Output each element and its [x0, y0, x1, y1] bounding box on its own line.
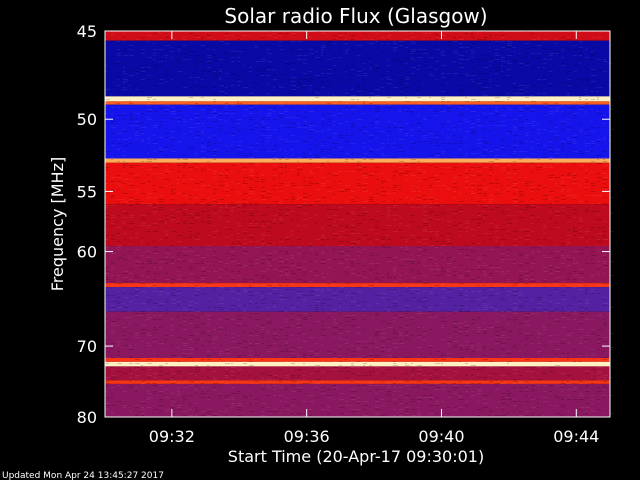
intensity-band [105, 158, 610, 163]
intensity-band [105, 204, 610, 247]
intensity-band [105, 246, 610, 284]
y-tick-label: 60 [77, 243, 97, 262]
updated-timestamp: Updated Mon Apr 24 13:45:27 2017 [2, 471, 164, 480]
plot-area [105, 31, 614, 417]
x-tick-label: 09:36 [284, 427, 330, 446]
y-tick-label: 50 [77, 110, 97, 129]
x-tick-label: 09:40 [418, 427, 464, 446]
intensity-band [105, 361, 610, 367]
intensity-band [105, 283, 610, 288]
x-axis: 09:32 09:36 09:40 09:44 [149, 31, 599, 446]
x-tick-label: 09:44 [553, 427, 599, 446]
y-axis: 45 50 55 60 70 80 [77, 22, 610, 427]
intensity-band [105, 31, 610, 41]
noise-texture [105, 31, 614, 416]
y-tick-label: 45 [77, 22, 97, 41]
intensity-band [105, 104, 610, 159]
y-tick-label: 55 [77, 182, 97, 201]
x-tick-label: 09:32 [149, 427, 195, 446]
intensity-band [105, 383, 610, 417]
y-tick-label: 70 [77, 337, 97, 356]
intensity-band [105, 358, 610, 362]
y-axis-label: Frequency [MHz] [48, 157, 67, 291]
intensity-band [105, 380, 610, 384]
intensity-band [105, 101, 610, 105]
intensity-band [105, 287, 610, 312]
intensity-band [105, 366, 610, 381]
chart-title: Solar radio Flux (Glasgow) [224, 4, 487, 28]
x-axis-label: Start Time (20-Apr-17 09:30:01) [228, 447, 484, 466]
intensity-band [105, 40, 610, 97]
intensity-band [105, 96, 610, 102]
y-tick-label: 80 [77, 408, 97, 427]
intensity-band [105, 162, 610, 205]
plot-frame [104, 30, 611, 418]
intensity-band [105, 311, 610, 359]
